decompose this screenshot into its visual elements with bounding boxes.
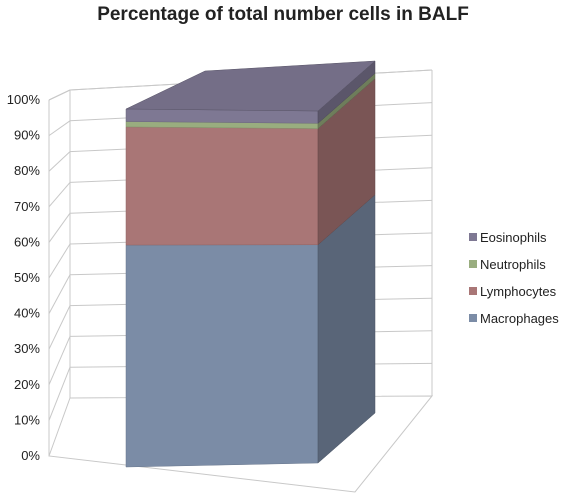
bar-stack: [126, 61, 375, 467]
bar-segment-macrophages: [126, 245, 318, 467]
y-tick-label: 80%: [14, 163, 40, 178]
legend: Eosinophils Neutrophils Lymphocytes Macroph…: [469, 230, 559, 326]
y-tick-label: 30%: [14, 341, 40, 356]
legend-swatch-eosinophils: [469, 233, 477, 241]
bar-segment-eosinophils: [126, 109, 318, 123]
y-tick-label: 40%: [14, 306, 40, 321]
y-tick-label: 100%: [7, 92, 41, 107]
gridline: [49, 121, 70, 136]
gridline: [49, 275, 70, 314]
gridline: [49, 90, 70, 100]
y-tick-label: 0%: [21, 448, 40, 463]
y-tick-label: 60%: [14, 234, 40, 249]
gridline: [49, 213, 70, 242]
y-tick-label: 70%: [14, 199, 40, 214]
gridline: [49, 367, 70, 420]
legend-label-lymphocytes: Lymphocytes: [480, 284, 557, 299]
legend-swatch-macrophages: [469, 314, 477, 322]
legend-swatch-lymphocytes: [469, 287, 477, 295]
y-tick-label: 50%: [14, 270, 40, 285]
gridline: [49, 244, 70, 278]
gridline: [49, 182, 70, 206]
y-tick-label: 90%: [14, 128, 40, 143]
y-axis: 0% 10% 20% 30% 40% 50% 60% 70% 80% 90% 100%: [7, 92, 41, 463]
y-tick-label: 20%: [14, 377, 40, 392]
chart-title: Percentage of total number cells in BALF: [97, 4, 469, 25]
bar-segment-lymphocytes: [126, 127, 318, 245]
legend-swatch-neutrophils: [469, 260, 477, 268]
gridline: [49, 152, 70, 172]
legend-label-neutrophils: Neutrophils: [480, 257, 546, 272]
y-tick-label: 10%: [14, 412, 40, 427]
legend-label-macrophages: Macrophages: [480, 311, 559, 326]
legend-label-eosinophils: Eosinophils: [480, 230, 547, 245]
